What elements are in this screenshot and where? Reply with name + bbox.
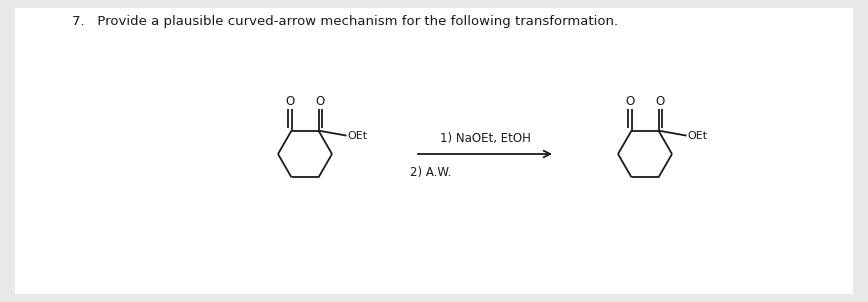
Text: 2) A.W.: 2) A.W. [410,166,451,179]
Text: O: O [626,95,635,108]
Text: O: O [654,95,664,108]
FancyBboxPatch shape [15,8,853,294]
Text: 7.   Provide a plausible curved-arrow mechanism for the following transformation: 7. Provide a plausible curved-arrow mech… [72,15,618,28]
Text: OEt: OEt [347,131,368,141]
Text: O: O [286,95,295,108]
Text: O: O [315,95,324,108]
Text: OEt: OEt [687,131,707,141]
Text: 1) NaOEt, EtOH: 1) NaOEt, EtOH [439,132,530,145]
